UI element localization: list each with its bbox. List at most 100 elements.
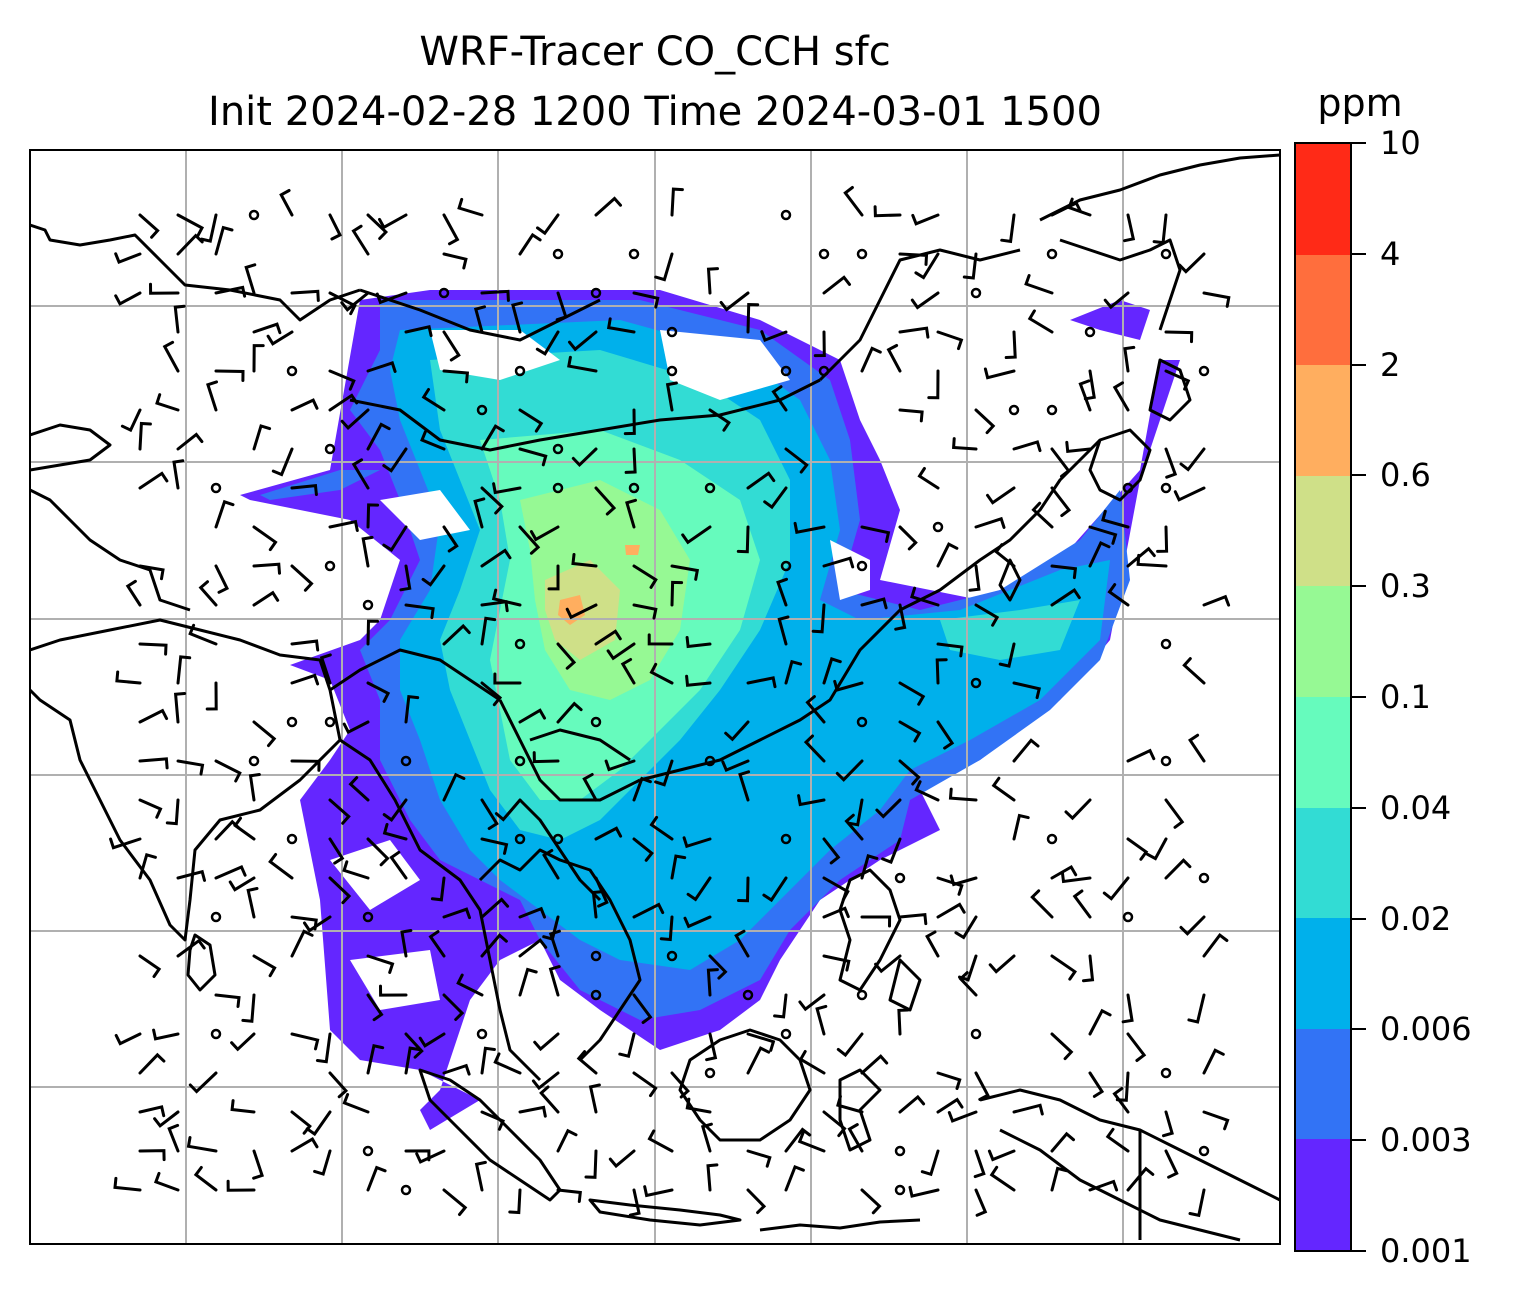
wind-barb — [746, 1032, 776, 1052]
colorbar-tick — [1352, 474, 1366, 477]
wind-barb — [351, 224, 370, 256]
wind-barb — [303, 915, 332, 933]
wind-barb — [162, 340, 180, 373]
wind-barb — [404, 1046, 421, 1075]
wind-barb — [205, 681, 218, 711]
wind-barb — [833, 679, 864, 692]
wind-barb-calm — [1160, 1067, 1172, 1079]
colorbar-tick — [1352, 1250, 1366, 1252]
wind-barb — [682, 836, 712, 849]
wind-barb — [167, 1123, 180, 1153]
wind-barb — [958, 971, 978, 997]
wind-barb — [138, 1149, 166, 1162]
wind-barb — [962, 252, 978, 280]
wind-barb-calm — [628, 482, 640, 494]
wind-barb — [989, 1165, 1016, 1192]
wind-barb — [873, 205, 902, 218]
wind-barb — [547, 564, 560, 591]
wind-barb — [618, 1032, 636, 1059]
wind-barb — [822, 556, 855, 569]
wind-barb — [1050, 864, 1078, 880]
wind-barb — [290, 1110, 312, 1135]
wind-barb — [536, 213, 560, 236]
wind-barb — [1000, 213, 1016, 244]
colorbar-tick-label: 0.006 — [1380, 1010, 1472, 1049]
wind-barb — [584, 1149, 598, 1179]
colorbar-tick — [1352, 363, 1366, 366]
wind-barb — [404, 603, 435, 620]
wind-barb-calm — [1198, 872, 1210, 884]
wind-barb-calm — [362, 599, 374, 611]
wind-barb — [214, 993, 241, 1008]
wind-barb — [606, 642, 636, 661]
wind-barb — [803, 734, 826, 763]
wind-barb — [535, 330, 560, 356]
wind-barb — [319, 653, 332, 685]
wind-barb — [746, 676, 777, 689]
wind-barb — [670, 580, 684, 607]
wind-barb — [910, 291, 940, 310]
wind-barb — [1179, 447, 1206, 472]
wind-barb — [230, 1032, 256, 1052]
wind-barb — [366, 503, 380, 529]
wind-barb — [588, 1083, 601, 1114]
wind-barb — [214, 759, 242, 783]
wind-barb — [230, 1099, 256, 1114]
wind-barb — [114, 252, 142, 265]
wind-barb — [632, 902, 665, 919]
wind-barb — [1202, 594, 1231, 607]
wind-barb-calm — [780, 833, 792, 845]
wind-barb — [214, 285, 247, 298]
wind-barb — [822, 657, 842, 685]
wind-barb — [442, 252, 468, 270]
wind-barb-calm — [400, 755, 412, 767]
wind-barb — [1024, 274, 1054, 295]
wind-barb — [382, 798, 408, 822]
wind-barb — [1173, 486, 1206, 502]
wind-barb-calm — [894, 1184, 906, 1196]
wind-barb — [1031, 501, 1054, 529]
wind-barb — [404, 694, 420, 724]
wind-barb — [361, 535, 374, 568]
wind-barb — [404, 325, 433, 338]
wind-barb — [1012, 813, 1030, 841]
wind-barb — [375, 291, 408, 305]
wind-barb — [746, 302, 760, 334]
colorbar-tick — [1352, 1028, 1366, 1031]
wind-barb — [382, 447, 408, 473]
wind-barb — [480, 897, 510, 919]
colorbar-tick — [1352, 1139, 1366, 1142]
colorbar-tick — [1352, 806, 1366, 809]
wind-barb-calm — [324, 443, 336, 455]
wind-barb — [685, 636, 712, 649]
wind-barb — [200, 213, 218, 243]
wind-barb — [214, 499, 235, 529]
wind-barb — [176, 655, 192, 685]
wind-barb — [1050, 1131, 1075, 1153]
wind-barb — [214, 369, 245, 382]
wind-barb — [898, 681, 926, 706]
wind-barb — [493, 1052, 522, 1075]
plume-gap — [430, 330, 560, 380]
wind-barb-calm — [894, 872, 906, 884]
wind-barb-calm — [248, 755, 260, 767]
wind-barb — [529, 525, 560, 542]
wind-barb — [874, 954, 902, 974]
wind-barb — [920, 1149, 940, 1177]
wind-barb — [252, 344, 265, 373]
wind-barb — [138, 213, 160, 239]
wind-barb — [773, 993, 788, 1019]
wind-barb — [628, 1188, 641, 1217]
wind-barb — [176, 869, 206, 882]
wind-barb — [206, 380, 218, 412]
wind-barb — [1188, 733, 1206, 763]
wind-barb — [925, 930, 940, 958]
wind-barb — [1088, 1071, 1105, 1098]
wind-barb — [847, 1123, 864, 1153]
colorbar-segment — [1296, 586, 1350, 698]
plume-gap — [380, 490, 470, 540]
wind-barb — [138, 421, 152, 451]
wind-barb — [366, 954, 395, 974]
wind-barb-calm — [1198, 365, 1210, 377]
